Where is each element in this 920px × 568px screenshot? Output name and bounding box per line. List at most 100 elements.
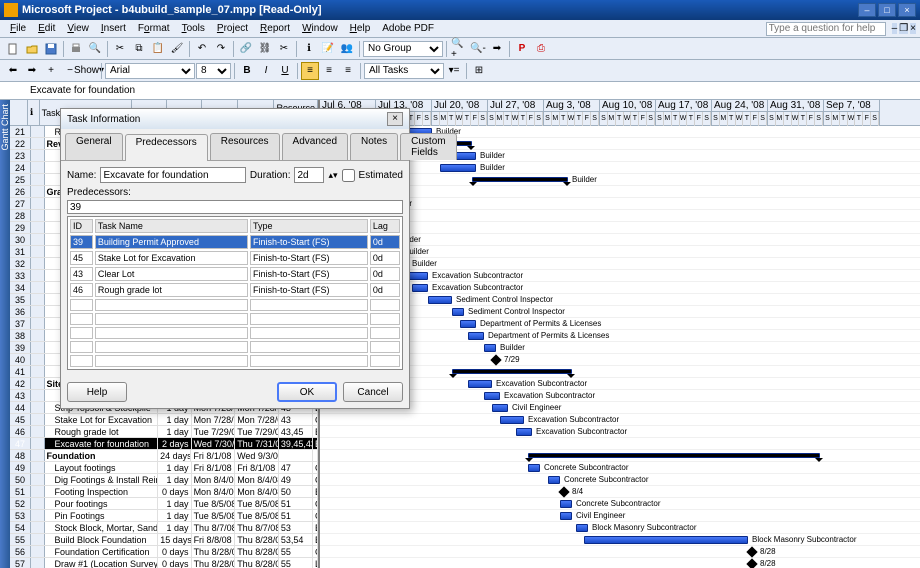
font-select[interactable]: Arial [105, 63, 195, 79]
gantt-bar[interactable] [472, 177, 568, 182]
help-button[interactable]: Help [67, 382, 127, 402]
cut-icon[interactable]: ✂ [111, 40, 129, 58]
bold-icon[interactable]: B [238, 62, 256, 80]
align-center-icon[interactable]: ≡ [320, 62, 338, 80]
paste-icon[interactable]: 📋 [149, 40, 167, 58]
gantt-bar[interactable] [460, 320, 476, 328]
menu-tools[interactable]: Tools [176, 22, 211, 35]
zoom-out-icon[interactable]: 🔍- [469, 40, 487, 58]
help-search-input[interactable] [766, 22, 886, 36]
milestone-icon[interactable] [746, 546, 757, 557]
indent-icon[interactable]: ➡ [23, 62, 41, 80]
pred-row[interactable]: 43Clear LotFinish-to-Start (FS)0d [70, 267, 400, 281]
milestone-icon[interactable] [558, 486, 569, 497]
table-row[interactable]: 53Pin Footings1 dayTue 8/5/08Tue 8/5/085… [10, 510, 318, 522]
link-icon[interactable]: 🔗 [237, 40, 255, 58]
table-row[interactable]: 49Layout footings1 dayFri 8/1/08Fri 8/1/… [10, 462, 318, 474]
autofilter-icon[interactable]: ▾= [445, 62, 463, 80]
pred-row[interactable]: 39Building Permit ApprovedFinish-to-Star… [70, 235, 400, 249]
gantt-bar[interactable] [428, 296, 452, 304]
tab-custom-fields[interactable]: Custom Fields [400, 133, 456, 160]
pred-row-empty[interactable] [70, 355, 400, 367]
copy-icon[interactable]: ⧉ [130, 40, 148, 58]
gantt-bar[interactable] [516, 428, 532, 436]
save-icon[interactable] [42, 40, 60, 58]
gantt-bar[interactable] [452, 308, 464, 316]
gantt-bar[interactable] [528, 464, 540, 472]
gantt-bar[interactable] [468, 332, 484, 340]
dialog-titlebar[interactable]: Task Information × [61, 109, 409, 129]
wbs-icon[interactable]: ⊞ [470, 62, 488, 80]
pred-row-empty[interactable] [70, 313, 400, 325]
table-row[interactable]: 50Dig Footings & Install Reinforcing1 da… [10, 474, 318, 486]
redo-icon[interactable]: ↷ [212, 40, 230, 58]
size-select[interactable]: 8 [196, 63, 231, 79]
pred-col-lag[interactable]: Lag [370, 219, 400, 233]
pred-row-empty[interactable] [70, 299, 400, 311]
notes-icon[interactable]: 📝 [319, 40, 337, 58]
maximize-button[interactable]: □ [878, 3, 896, 17]
pred-entry[interactable]: 39 [67, 200, 403, 214]
menu-window[interactable]: Window [296, 22, 344, 35]
assign-icon[interactable]: 👥 [338, 40, 356, 58]
table-row[interactable]: 57Draw #1 (Location Survey)0 daysThu 8/2… [10, 558, 318, 568]
zoom-in-icon[interactable]: 🔍+ [450, 40, 468, 58]
menu-file[interactable]: File [4, 22, 32, 35]
pred-row[interactable]: 45Stake Lot for ExcavationFinish-to-Star… [70, 251, 400, 265]
show-icon[interactable]: Show▾ [80, 62, 98, 80]
tab-advanced[interactable]: Advanced [282, 133, 348, 160]
show-sub-icon[interactable]: + [42, 62, 60, 80]
menu-insert[interactable]: Insert [95, 22, 132, 35]
gantt-bar[interactable] [576, 524, 588, 532]
pred-col-type[interactable]: Type [250, 219, 368, 233]
pred-col-id[interactable]: ID [70, 219, 93, 233]
tab-general[interactable]: General [65, 133, 123, 160]
gantt-bar[interactable] [452, 369, 572, 374]
print-preview-icon[interactable]: 🔍 [86, 40, 104, 58]
menu-help[interactable]: Help [344, 22, 377, 35]
print-icon[interactable] [67, 40, 85, 58]
gantt-bar[interactable] [548, 476, 560, 484]
info-icon[interactable]: ℹ [300, 40, 318, 58]
goto-icon[interactable]: ➡ [488, 40, 506, 58]
align-left-icon[interactable]: ≡ [301, 62, 319, 80]
filter-select[interactable]: All Tasks [364, 63, 444, 79]
col-indicator[interactable]: ℹ [28, 100, 40, 125]
gantt-bar[interactable] [500, 416, 524, 424]
table-row[interactable]: 54Stock Block, Mortar, Sand1 dayThu 8/7/… [10, 522, 318, 534]
gantt-bar[interactable] [412, 284, 428, 292]
undo-icon[interactable]: ↶ [193, 40, 211, 58]
pdf2-icon[interactable]: ⎙ [532, 40, 550, 58]
italic-icon[interactable]: I [257, 62, 275, 80]
gantt-bar[interactable] [484, 392, 500, 400]
menu-view[interactable]: View [61, 22, 95, 35]
menu-adobe-pdf[interactable]: Adobe PDF [376, 22, 440, 35]
dialog-close-button[interactable]: × [387, 112, 403, 126]
menu-report[interactable]: Report [254, 22, 296, 35]
col-id[interactable] [10, 100, 28, 125]
open-icon[interactable] [23, 40, 41, 58]
doc-restore-button[interactable]: ❐ [899, 23, 908, 34]
ok-button[interactable]: OK [277, 382, 337, 402]
duration-input[interactable] [294, 167, 324, 183]
view-bar[interactable]: Gantt Chart [0, 100, 10, 568]
table-row[interactable]: 47Excavate for foundation2 daysWed 7/30/… [10, 438, 318, 450]
milestone-icon[interactable] [746, 558, 757, 568]
gantt-bar[interactable] [560, 500, 572, 508]
pred-row-empty[interactable] [70, 327, 400, 339]
underline-icon[interactable]: U [276, 62, 294, 80]
doc-close-button[interactable]: × [910, 23, 916, 34]
format-painter-icon[interactable]: 🖌 [168, 40, 186, 58]
gantt-bar[interactable] [492, 404, 508, 412]
menu-format[interactable]: Format [132, 22, 176, 35]
pred-row-empty[interactable] [70, 341, 400, 353]
gantt-bar[interactable] [528, 453, 820, 458]
estimated-checkbox[interactable] [342, 169, 355, 182]
table-row[interactable]: 51Footing Inspection0 daysMon 8/4/08Mon … [10, 486, 318, 498]
pred-col-task-name[interactable]: Task Name [95, 219, 248, 233]
menu-project[interactable]: Project [211, 22, 254, 35]
gantt-bar[interactable] [468, 380, 492, 388]
menu-edit[interactable]: Edit [32, 22, 61, 35]
gantt-bar[interactable] [440, 164, 476, 172]
gantt-bar[interactable] [560, 512, 572, 520]
